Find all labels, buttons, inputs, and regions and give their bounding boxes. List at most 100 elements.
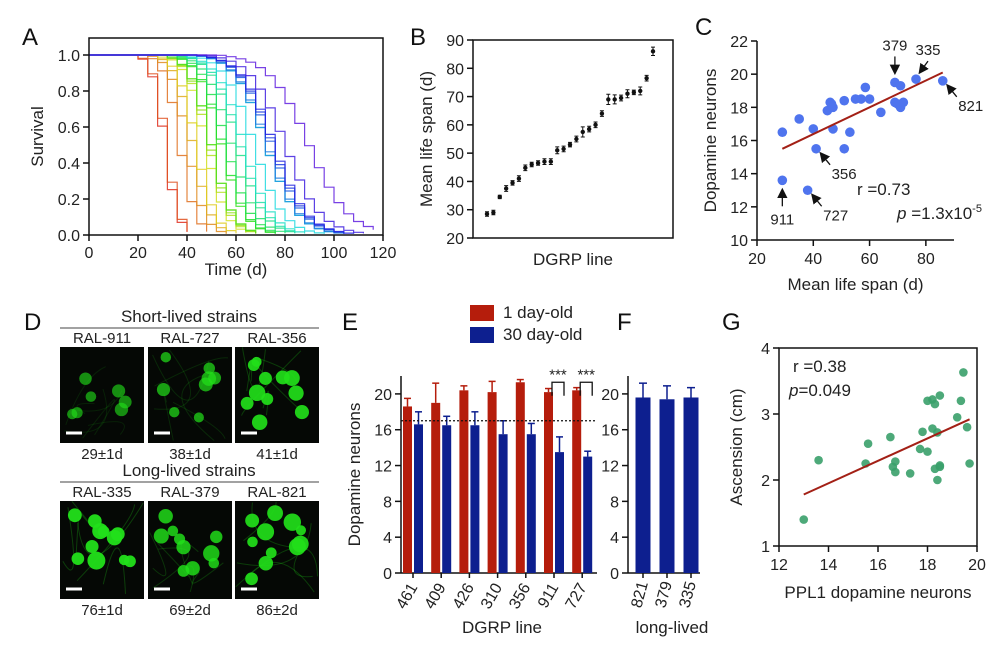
neurite: [149, 532, 167, 577]
annotation-arrow: [819, 151, 831, 166]
y-tick-label: 90: [446, 33, 464, 50]
micrograph-image: [60, 347, 144, 443]
y-tick-label: 2: [761, 473, 770, 490]
y-tick-label: 16: [601, 423, 619, 440]
strain-label: RAL-911: [73, 330, 131, 347]
data-point: [650, 49, 656, 54]
lifespan-label: 69±2d: [169, 602, 211, 619]
neuron-cell: [85, 539, 99, 554]
data-point: [933, 475, 942, 485]
survival-curve: [89, 54, 257, 234]
neuron-cell: [71, 407, 83, 419]
micrograph-image: [60, 500, 144, 599]
annotation-label: 356: [832, 166, 857, 183]
data-point: [644, 75, 649, 81]
data-point: [962, 422, 972, 432]
micrograph-background: [235, 347, 319, 443]
p-symbol: p: [896, 204, 906, 223]
data-point: [845, 127, 855, 138]
data-point: [839, 95, 850, 106]
y-tick-label: 22: [730, 34, 748, 51]
x-tick-label: 426: [450, 580, 478, 612]
survival-curve: [89, 54, 188, 232]
plot-frame: [472, 39, 674, 239]
data-point: [891, 467, 900, 477]
neurite: [154, 357, 229, 387]
y-tick-label: 12: [730, 200, 748, 217]
data-point: [586, 126, 592, 132]
neuron-cell: [88, 514, 102, 528]
data-point: [935, 391, 945, 400]
p-value: p =1.3x10-5: [896, 203, 982, 223]
regression-line: [803, 418, 970, 496]
neurite: [245, 561, 315, 593]
data-point: [567, 142, 573, 147]
x-axis-label: PPL1 dopamine neurons: [784, 583, 971, 602]
y-tick-label: 20: [601, 387, 619, 404]
neurite: [181, 372, 215, 441]
x-axis-label: DGRP line: [533, 250, 613, 269]
neurite: [82, 399, 116, 439]
neuron-cell: [247, 536, 258, 548]
panel-label-b: B: [410, 24, 426, 51]
data-point: [860, 82, 871, 93]
y-tick-label: 0.4: [58, 156, 80, 173]
neuron-cell: [176, 540, 191, 555]
bar-1-day-old: [487, 392, 497, 573]
x-tick-label: 12: [770, 557, 788, 574]
legend-label: 30 day-old: [503, 325, 582, 344]
x-tick-label: 911: [535, 580, 563, 611]
bar-1-day-old: [572, 390, 582, 573]
data-point: [777, 175, 788, 186]
y-tick-label: 4: [761, 341, 770, 358]
bar-long-lived: [635, 397, 651, 573]
y-tick-label: 20: [730, 67, 748, 84]
y-tick-label: 80: [446, 61, 464, 78]
bar-30-day-old: [526, 434, 536, 573]
survival-curve: [89, 54, 188, 232]
data-point: [794, 114, 805, 124]
data-point: [864, 94, 875, 104]
x-tick-label: 356: [506, 580, 534, 612]
x-tick-label: 16: [869, 557, 887, 574]
y-tick-label: 1: [761, 539, 770, 556]
p-value: p=0.049: [788, 381, 851, 400]
y-tick-label: 50: [446, 146, 464, 163]
neuron-cell: [288, 538, 306, 556]
data-point: [516, 176, 522, 181]
data-point: [491, 210, 496, 215]
micrograph-background: [60, 347, 144, 443]
p-symbol: p: [788, 381, 798, 400]
y-tick-label: 40: [446, 174, 464, 191]
data-point: [484, 211, 490, 217]
y-tick-label: 14: [730, 167, 748, 184]
neuron-cell: [208, 557, 220, 569]
y-tick-label: 4: [383, 530, 392, 547]
data-point: [898, 97, 909, 108]
y-axis-label: Ascension (cm): [727, 388, 746, 505]
bar-30-day-old: [498, 434, 508, 573]
y-tick-label: 18: [730, 100, 748, 117]
legend-swatch: [470, 305, 494, 321]
data-point: [599, 111, 605, 116]
lifespan-label: 86±2d: [256, 602, 298, 619]
y-tick-label: 1.0: [58, 48, 80, 65]
y-tick-label: 8: [610, 494, 619, 511]
neuron-cell: [288, 385, 304, 401]
bar-1-day-old: [515, 382, 525, 573]
neuron-cell: [114, 402, 129, 417]
bar-30-day-old: [442, 425, 452, 573]
data-point: [523, 165, 528, 171]
legend-label: 1 day-old: [503, 303, 573, 322]
bar-30-day-old: [470, 425, 480, 573]
neuron-cell: [294, 405, 309, 420]
bar-long-lived: [659, 399, 675, 573]
neuron-cell: [265, 547, 277, 559]
neuron-cell: [251, 414, 268, 430]
neuron-cell: [167, 525, 179, 537]
y-tick-label: 0.8: [58, 84, 80, 101]
neuron-cell: [201, 371, 217, 386]
data-point: [930, 399, 940, 409]
x-axis-label: Time (d): [205, 260, 268, 279]
lifespan-label: 41±1d: [256, 446, 298, 463]
